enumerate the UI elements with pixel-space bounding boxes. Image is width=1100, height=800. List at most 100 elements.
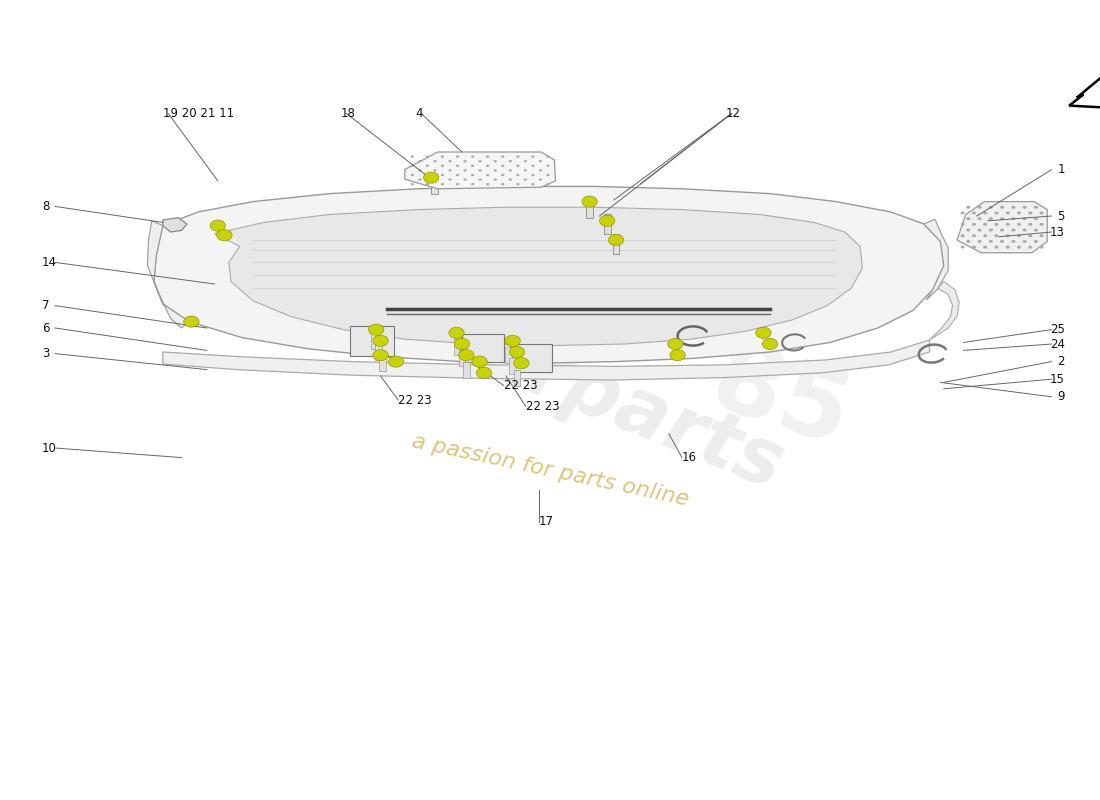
- Circle shape: [486, 155, 490, 158]
- Circle shape: [502, 174, 505, 176]
- Circle shape: [508, 160, 512, 162]
- Circle shape: [508, 178, 512, 181]
- Circle shape: [449, 160, 452, 162]
- Circle shape: [373, 350, 388, 361]
- Text: 9: 9: [1057, 390, 1065, 403]
- Bar: [613, 234, 619, 254]
- Circle shape: [210, 220, 225, 231]
- Circle shape: [441, 165, 444, 167]
- Bar: [509, 358, 516, 374]
- Circle shape: [478, 178, 482, 181]
- Circle shape: [426, 183, 429, 186]
- Circle shape: [471, 155, 474, 158]
- Circle shape: [494, 178, 497, 181]
- Circle shape: [410, 174, 414, 176]
- Circle shape: [524, 178, 527, 181]
- Circle shape: [486, 183, 490, 186]
- Circle shape: [983, 234, 987, 238]
- Circle shape: [524, 160, 527, 162]
- Bar: [350, 326, 394, 356]
- Circle shape: [455, 165, 459, 167]
- Circle shape: [418, 160, 421, 162]
- Circle shape: [972, 246, 976, 249]
- Text: 17: 17: [539, 515, 554, 528]
- Circle shape: [756, 327, 771, 338]
- Circle shape: [978, 240, 981, 243]
- Circle shape: [983, 246, 987, 249]
- Circle shape: [217, 230, 232, 241]
- Circle shape: [539, 178, 542, 181]
- Circle shape: [1028, 246, 1032, 249]
- Polygon shape: [147, 221, 189, 328]
- Circle shape: [531, 155, 535, 158]
- Circle shape: [1011, 229, 1015, 231]
- Text: 2: 2: [1057, 355, 1065, 368]
- Circle shape: [670, 350, 685, 361]
- Text: 22 23: 22 23: [398, 394, 432, 406]
- Polygon shape: [405, 152, 556, 189]
- Bar: [505, 347, 512, 363]
- Circle shape: [1000, 217, 1004, 220]
- Circle shape: [424, 172, 439, 183]
- Circle shape: [524, 169, 527, 172]
- Bar: [375, 344, 382, 360]
- Bar: [459, 350, 465, 366]
- Circle shape: [472, 356, 487, 367]
- Circle shape: [1000, 229, 1004, 231]
- Bar: [510, 344, 552, 372]
- Circle shape: [516, 165, 519, 167]
- Circle shape: [1023, 206, 1026, 209]
- Circle shape: [459, 350, 474, 361]
- Circle shape: [441, 183, 444, 186]
- Circle shape: [1040, 211, 1044, 214]
- Bar: [463, 362, 470, 378]
- Polygon shape: [154, 186, 944, 363]
- Text: 10: 10: [42, 442, 57, 454]
- Text: 8: 8: [42, 200, 50, 213]
- Circle shape: [1023, 240, 1026, 243]
- Circle shape: [184, 316, 199, 327]
- Circle shape: [471, 183, 474, 186]
- Circle shape: [1023, 229, 1026, 231]
- Polygon shape: [163, 218, 187, 232]
- Circle shape: [505, 335, 520, 346]
- Circle shape: [508, 169, 512, 172]
- Polygon shape: [924, 219, 948, 300]
- Text: 13: 13: [1049, 226, 1065, 238]
- Bar: [454, 339, 461, 355]
- Circle shape: [547, 174, 550, 176]
- Circle shape: [509, 346, 525, 358]
- Circle shape: [972, 211, 976, 214]
- Circle shape: [1034, 240, 1038, 243]
- Circle shape: [994, 246, 999, 249]
- Circle shape: [433, 169, 437, 172]
- Polygon shape: [957, 202, 1047, 253]
- Polygon shape: [930, 282, 959, 340]
- Circle shape: [1011, 240, 1015, 243]
- Polygon shape: [163, 340, 929, 380]
- Circle shape: [547, 183, 550, 186]
- Circle shape: [582, 196, 597, 207]
- Circle shape: [471, 165, 474, 167]
- Circle shape: [972, 223, 976, 226]
- Circle shape: [762, 338, 778, 350]
- Circle shape: [1018, 246, 1021, 249]
- Circle shape: [1005, 211, 1010, 214]
- Circle shape: [502, 183, 505, 186]
- Circle shape: [608, 234, 624, 246]
- Circle shape: [1011, 217, 1015, 220]
- Circle shape: [410, 183, 414, 186]
- Bar: [379, 355, 386, 371]
- Circle shape: [983, 211, 987, 214]
- Text: 16: 16: [682, 451, 697, 464]
- Circle shape: [989, 217, 993, 220]
- Circle shape: [426, 155, 429, 158]
- Circle shape: [1040, 223, 1044, 226]
- Circle shape: [1034, 229, 1038, 231]
- Circle shape: [476, 367, 492, 378]
- Circle shape: [433, 178, 437, 181]
- Circle shape: [1005, 246, 1010, 249]
- Circle shape: [978, 229, 981, 231]
- Bar: [371, 333, 377, 349]
- Text: 25: 25: [1049, 323, 1065, 336]
